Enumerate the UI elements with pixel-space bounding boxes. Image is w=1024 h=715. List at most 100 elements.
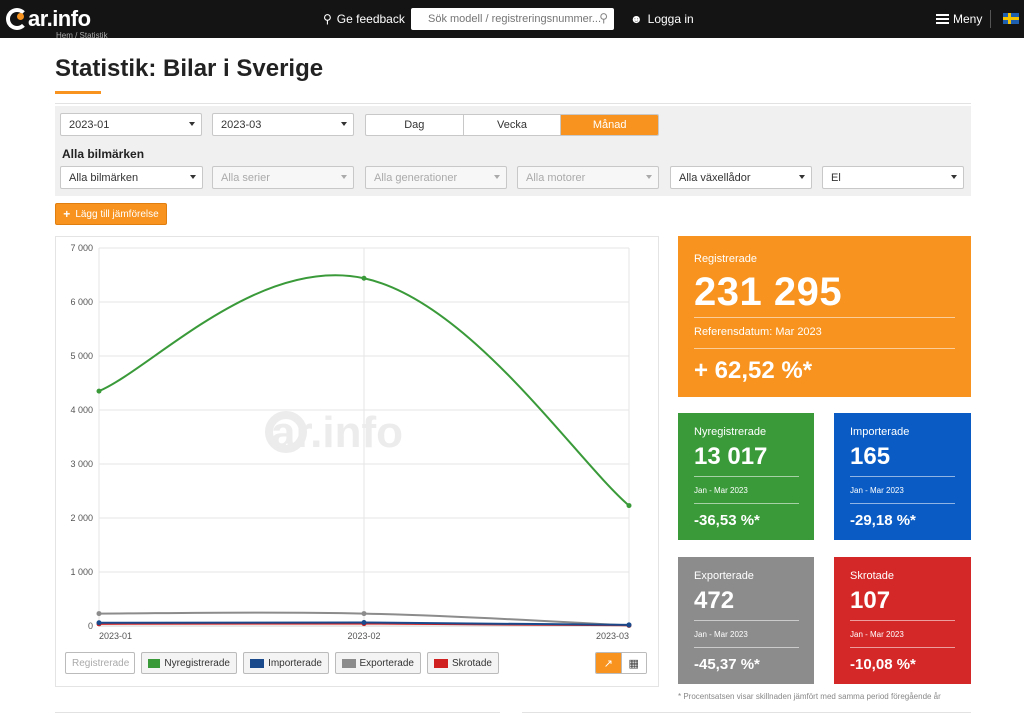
gearbox-select[interactable]: Alla växellådor — [670, 166, 812, 189]
generation-select[interactable]: Alla generationer — [365, 166, 507, 189]
legend-label: Exporterade — [359, 657, 414, 669]
logo-text: ar.info — [28, 6, 91, 31]
card-change: -10,08 %* — [850, 656, 916, 673]
engine-value: Alla motorer — [526, 171, 586, 184]
menu-button[interactable]: Meny — [936, 0, 982, 38]
card-change: -45,37 %* — [694, 656, 760, 673]
legend-swatch — [434, 658, 448, 668]
y-tick-label: 3 000 — [70, 459, 93, 469]
caret-down-icon — [190, 175, 196, 179]
engine-select[interactable]: Alla motorer — [517, 166, 659, 189]
tab-manad[interactable]: Månad — [561, 115, 658, 135]
legend-importerade[interactable]: Importerade — [243, 652, 329, 674]
search-icon[interactable]: ⚲ — [599, 11, 608, 25]
card-subtitle: Referensdatum: Mar 2023 — [694, 326, 822, 338]
swedish-flag-icon[interactable] — [1003, 13, 1019, 24]
card-title: Skrotade — [850, 570, 895, 582]
exported-card: Exporterade 472 Jan - Mar 2023 -45,37 %* — [678, 557, 814, 684]
card-title: Nyregistrerade — [694, 426, 767, 438]
y-tick-label: 0 — [88, 621, 93, 631]
data-point-importerade — [361, 619, 367, 625]
divider — [694, 647, 799, 648]
legend-swatch — [148, 658, 161, 668]
chart-panel: 0 1 000 2 000 3 000 4 000 5 000 6 000 7 000 2023… — [55, 236, 659, 687]
plus-icon: + — [63, 207, 71, 221]
brand-select[interactable]: Alla bilmärken — [60, 166, 203, 189]
view-toggle: ↗ ▦ — [595, 652, 647, 674]
divider — [990, 10, 991, 28]
caret-down-icon — [951, 175, 957, 179]
menu-label: Meny — [953, 12, 983, 26]
caret-down-icon — [799, 175, 805, 179]
divider — [850, 476, 955, 477]
logo-mark-icon — [6, 7, 28, 31]
y-tick-label: 7 000 — [70, 243, 93, 253]
data-point-nyregistrerade — [96, 388, 102, 394]
tab-dag[interactable]: Dag — [366, 115, 464, 135]
card-value: 165 — [850, 443, 891, 470]
from-month-select[interactable]: 2023-01 — [60, 113, 202, 136]
divider — [850, 620, 955, 621]
legend-label: Registrerade — [72, 657, 130, 669]
logo[interactable]: ar.info — [6, 5, 91, 33]
card-value: 107 — [850, 587, 891, 614]
fuel-value: El — [831, 171, 841, 184]
legend-nyregistrerade[interactable]: Nyregistrerade — [141, 652, 237, 674]
card-value: 231 295 — [694, 270, 843, 314]
divider — [850, 503, 955, 504]
card-subtitle: Jan - Mar 2023 — [850, 630, 904, 639]
data-point-nyregistrerade — [361, 275, 367, 281]
divider — [850, 647, 955, 648]
divider — [694, 476, 799, 477]
login-link[interactable]: ☻ Logga in — [630, 0, 694, 38]
from-month-value: 2023-01 — [69, 118, 110, 131]
card-value: 13 017 — [694, 443, 768, 470]
divider — [55, 712, 500, 713]
new-registered-card: Nyregistrerade 13 017 Jan - Mar 2023 -36… — [678, 413, 814, 540]
brand-value: Alla bilmärken — [69, 171, 139, 184]
breadcrumb[interactable]: Hem / Statistik — [56, 31, 108, 40]
to-month-select[interactable]: 2023-03 — [212, 113, 354, 136]
hamburger-icon — [936, 14, 949, 24]
card-subtitle: Jan - Mar 2023 — [694, 630, 748, 639]
title-underline — [55, 91, 101, 94]
card-title: Importerade — [850, 426, 910, 438]
y-tick-label: 5 000 — [70, 351, 93, 361]
caret-down-icon — [646, 175, 652, 179]
line-chart-view-icon[interactable]: ↗ — [596, 653, 621, 673]
caret-down-icon — [341, 122, 347, 126]
imported-card: Importerade 165 Jan - Mar 2023 -29,18 %* — [834, 413, 971, 540]
x-tick-label: 2023-03 — [596, 631, 629, 641]
caret-down-icon — [341, 175, 347, 179]
y-tick-label: 4 000 — [70, 405, 93, 415]
divider — [694, 317, 955, 318]
gearbox-value: Alla växellådor — [679, 171, 751, 184]
feedback-link[interactable]: ⚲ Ge feedback — [323, 0, 405, 38]
search-box: ⚲ — [411, 8, 614, 30]
series-value: Alla serier — [221, 171, 270, 184]
legend-label: Nyregistrerade — [164, 657, 230, 669]
legend-registrerade[interactable]: Registrerade — [65, 652, 135, 674]
card-subtitle: Jan - Mar 2023 — [694, 486, 748, 495]
divider — [522, 712, 971, 713]
series-select[interactable]: Alla serier — [212, 166, 354, 189]
top-bar: ar.info ⚲ Ge feedback ⚲ ☻ Logga in Meny — [0, 0, 1024, 38]
add-comparison-label: Lägg till jämförelse — [75, 208, 159, 220]
y-tick-label: 6 000 — [70, 297, 93, 307]
add-comparison-button[interactable]: + Lägg till jämförelse — [55, 203, 167, 225]
data-point-exporterade — [96, 611, 102, 617]
login-label: Logga in — [647, 12, 694, 26]
y-tick-label: 2 000 — [70, 513, 93, 523]
card-change: -36,53 %* — [694, 512, 760, 529]
legend-exporterade[interactable]: Exporterade — [335, 652, 421, 674]
registered-card: Registrerade 231 295 Referensdatum: Mar … — [678, 236, 971, 397]
x-tick-label: 2023-01 — [99, 631, 132, 641]
y-tick-label: 1 000 — [70, 567, 93, 577]
data-point-nyregistrerade — [626, 503, 632, 509]
fuel-select[interactable]: El — [822, 166, 964, 189]
to-month-value: 2023-03 — [221, 118, 262, 131]
table-view-icon[interactable]: ▦ — [620, 653, 646, 673]
tab-vecka[interactable]: Vecka — [464, 115, 562, 135]
legend-skrotade[interactable]: Skrotade — [427, 652, 499, 674]
search-input[interactable] — [428, 9, 603, 29]
